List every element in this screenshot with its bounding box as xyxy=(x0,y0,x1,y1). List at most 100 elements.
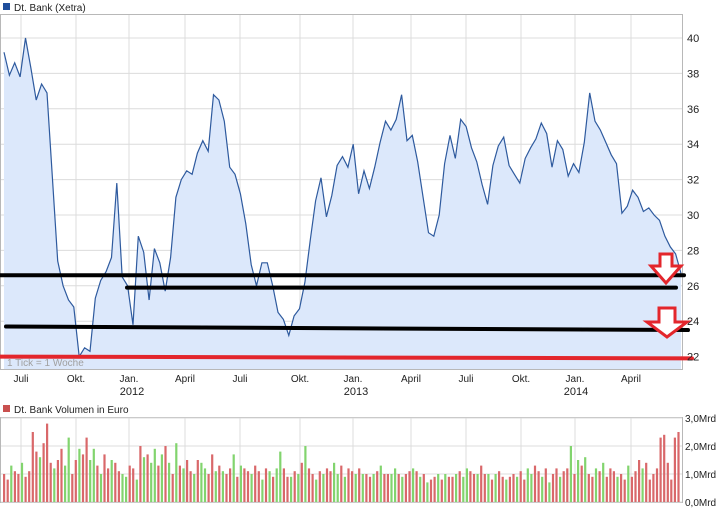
volume-bar xyxy=(246,471,250,502)
volume-bar xyxy=(498,471,501,502)
x-month-label: Jan. xyxy=(566,374,585,385)
volume-bar xyxy=(114,462,117,502)
volume-bar xyxy=(211,454,214,502)
volume-bar xyxy=(562,471,565,502)
volume-bar xyxy=(318,471,321,502)
down-arrow xyxy=(642,306,692,339)
price-y-tick-label: 36 xyxy=(687,104,699,116)
volume-bar xyxy=(652,474,655,502)
x-month-label: Jan. xyxy=(120,374,139,385)
volume-bar xyxy=(519,471,522,502)
x-month-label: April xyxy=(401,374,421,385)
x-month-label: Juli xyxy=(458,374,473,385)
volume-y-tick-label: 3,0Mrd xyxy=(685,414,716,425)
volume-bar xyxy=(394,468,397,502)
price-y-tick-label: 40 xyxy=(687,33,699,45)
price-y-tick-label: 22 xyxy=(687,352,699,364)
volume-bar xyxy=(508,476,511,502)
volume-bar xyxy=(591,476,594,502)
volume-bar xyxy=(343,476,346,502)
volume-bar xyxy=(358,468,361,502)
volume-bar xyxy=(142,457,146,502)
volume-bar xyxy=(85,437,88,502)
volume-bar xyxy=(412,468,415,502)
volume-bar xyxy=(351,471,354,502)
volume-bar xyxy=(272,476,275,502)
volume-bar xyxy=(505,479,508,502)
volume-bar xyxy=(584,457,587,502)
volume-bar xyxy=(609,468,612,502)
volume-bar xyxy=(49,462,52,502)
volume-bar xyxy=(627,465,630,502)
volume-bar xyxy=(458,471,461,502)
volume-bar xyxy=(117,471,120,502)
price-y-tick-label: 28 xyxy=(687,245,699,257)
support-lines xyxy=(0,273,694,361)
volume-bar xyxy=(214,471,217,502)
volume-bar xyxy=(361,474,364,502)
volume-bar xyxy=(257,471,260,502)
volume-bar xyxy=(404,474,407,502)
volume-bar xyxy=(462,476,465,502)
x-year-label: 2013 xyxy=(344,386,368,398)
x-month-label: Juli xyxy=(232,374,247,385)
volume-bar xyxy=(232,454,235,502)
volume-bar xyxy=(203,468,207,502)
volume-bar xyxy=(182,468,185,502)
volume-bar xyxy=(189,471,192,502)
volume-bar xyxy=(125,476,128,502)
volume-bar xyxy=(376,471,379,502)
volume-bar xyxy=(135,479,138,502)
volume-bar xyxy=(264,468,268,502)
volume-bar xyxy=(171,474,174,502)
price-y-tick-label: 30 xyxy=(687,210,699,222)
volume-y-axis: 0,0Mrd 1,0Mrd 2,0Mrd 3,0Mrd xyxy=(685,414,716,509)
volume-bar xyxy=(494,474,497,502)
price-y-tick-label: 38 xyxy=(687,68,699,80)
volume-bar xyxy=(379,465,382,502)
volume-bar xyxy=(490,479,494,502)
volume-bar xyxy=(300,462,303,502)
volume-bar xyxy=(666,462,669,502)
volume-bar xyxy=(602,462,605,502)
volume-legend-label: Dt. Bank Volumen in Euro xyxy=(14,405,129,416)
volume-bar xyxy=(193,474,196,502)
volume-bar xyxy=(110,460,113,502)
volume-bar xyxy=(325,468,329,502)
volume-bar xyxy=(365,474,368,502)
volume-bar xyxy=(465,468,468,502)
volume-bar xyxy=(616,476,619,502)
down-arrow xyxy=(647,252,685,286)
volume-bar xyxy=(472,474,476,502)
volume-bar xyxy=(548,482,551,502)
volume-bar xyxy=(336,474,339,502)
volume-bar xyxy=(293,471,296,502)
volume-bar xyxy=(10,465,13,502)
volume-bar xyxy=(311,474,314,502)
volume-bar xyxy=(630,476,633,502)
volume-bar xyxy=(56,460,59,502)
volume-bar xyxy=(483,474,486,502)
volume-bar xyxy=(121,474,124,502)
price-y-tick-label: 34 xyxy=(687,139,699,151)
volume-bar xyxy=(60,448,63,502)
volume-bar xyxy=(239,465,242,502)
volume-bar xyxy=(526,468,529,502)
volume-bar xyxy=(46,423,49,502)
volume-bar xyxy=(340,465,343,502)
volume-bar xyxy=(218,465,221,502)
volume-bar xyxy=(390,474,393,502)
volume-bar xyxy=(229,468,232,502)
volume-bar xyxy=(605,476,608,502)
volume-bar xyxy=(433,476,436,502)
volume-bar xyxy=(594,468,598,502)
volume-legend-swatch xyxy=(3,405,10,412)
volume-bar xyxy=(42,443,45,502)
volume-bar xyxy=(487,474,490,502)
x-month-label: Juli xyxy=(13,374,28,385)
volume-bar xyxy=(81,454,85,502)
volume-bar xyxy=(96,465,99,502)
volume-bar xyxy=(3,474,6,502)
volume-bar xyxy=(537,471,540,502)
